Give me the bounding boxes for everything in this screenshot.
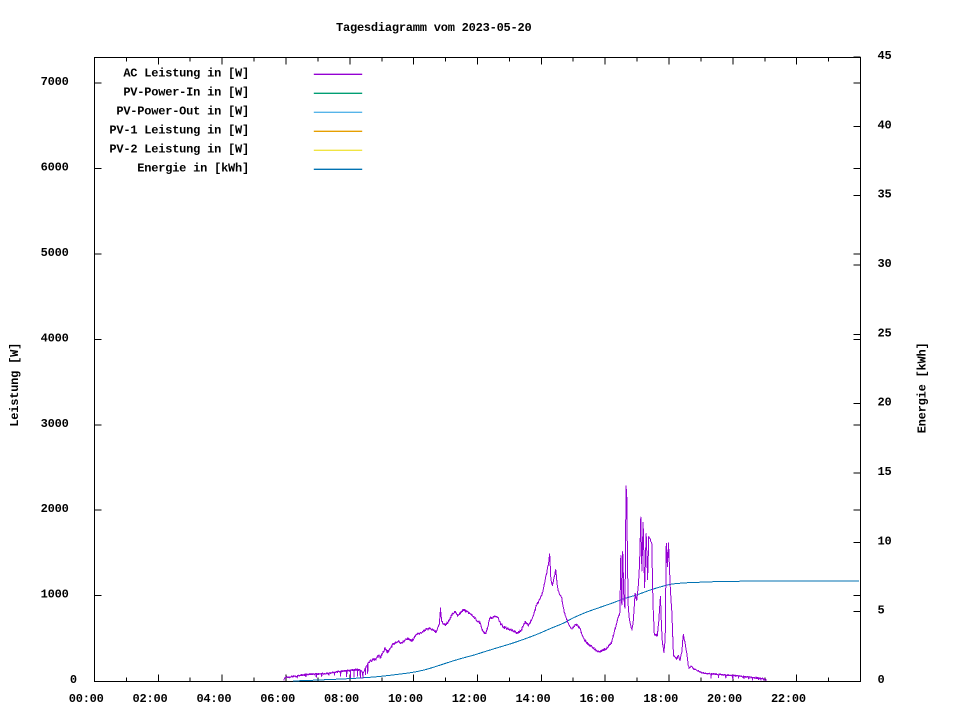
svg-text:5000: 5000 bbox=[41, 246, 69, 260]
svg-text:PV-Power-In in [W]: PV-Power-In in [W] bbox=[123, 86, 249, 100]
svg-text:06:00: 06:00 bbox=[260, 692, 295, 706]
svg-text:PV-2 Leistung in [W]: PV-2 Leistung in [W] bbox=[109, 143, 249, 157]
svg-text:4000: 4000 bbox=[41, 331, 69, 345]
svg-text:PV-1 Leistung in [W]: PV-1 Leistung in [W] bbox=[109, 124, 249, 138]
svg-text:30: 30 bbox=[878, 257, 892, 271]
svg-text:Energie [kWh]: Energie [kWh] bbox=[916, 343, 930, 434]
svg-text:12:00: 12:00 bbox=[452, 692, 487, 706]
svg-text:20:00: 20:00 bbox=[707, 692, 742, 706]
svg-text:14:00: 14:00 bbox=[516, 692, 551, 706]
svg-text:00:00: 00:00 bbox=[69, 692, 104, 706]
svg-text:45: 45 bbox=[878, 49, 892, 63]
svg-text:40: 40 bbox=[878, 118, 892, 132]
svg-text:10:00: 10:00 bbox=[388, 692, 423, 706]
svg-text:7000: 7000 bbox=[41, 75, 69, 89]
svg-text:2000: 2000 bbox=[41, 502, 69, 516]
svg-text:0: 0 bbox=[878, 673, 885, 687]
svg-text:08:00: 08:00 bbox=[324, 692, 359, 706]
svg-text:Leistung [W]: Leistung [W] bbox=[8, 343, 22, 427]
svg-text:5: 5 bbox=[878, 604, 885, 618]
svg-text:10: 10 bbox=[878, 534, 892, 548]
svg-text:16:00: 16:00 bbox=[579, 692, 614, 706]
svg-text:04:00: 04:00 bbox=[196, 692, 231, 706]
svg-text:0: 0 bbox=[70, 673, 77, 687]
svg-text:22:00: 22:00 bbox=[771, 692, 806, 706]
svg-text:3000: 3000 bbox=[41, 417, 69, 431]
svg-text:15: 15 bbox=[878, 465, 892, 479]
svg-text:25: 25 bbox=[878, 326, 892, 340]
svg-text:AC Leistung in [W]: AC Leistung in [W] bbox=[123, 67, 249, 81]
svg-text:Energie in [kWh]: Energie in [kWh] bbox=[137, 162, 249, 176]
svg-text:Tagesdiagramm vom 2023-05-20: Tagesdiagramm vom 2023-05-20 bbox=[336, 21, 531, 35]
svg-text:20: 20 bbox=[878, 396, 892, 410]
svg-text:PV-Power-Out in [W]: PV-Power-Out in [W] bbox=[116, 105, 249, 119]
svg-text:02:00: 02:00 bbox=[133, 692, 168, 706]
svg-text:35: 35 bbox=[878, 188, 892, 202]
svg-text:18:00: 18:00 bbox=[643, 692, 678, 706]
svg-text:1000: 1000 bbox=[41, 588, 69, 602]
svg-text:6000: 6000 bbox=[41, 161, 69, 175]
